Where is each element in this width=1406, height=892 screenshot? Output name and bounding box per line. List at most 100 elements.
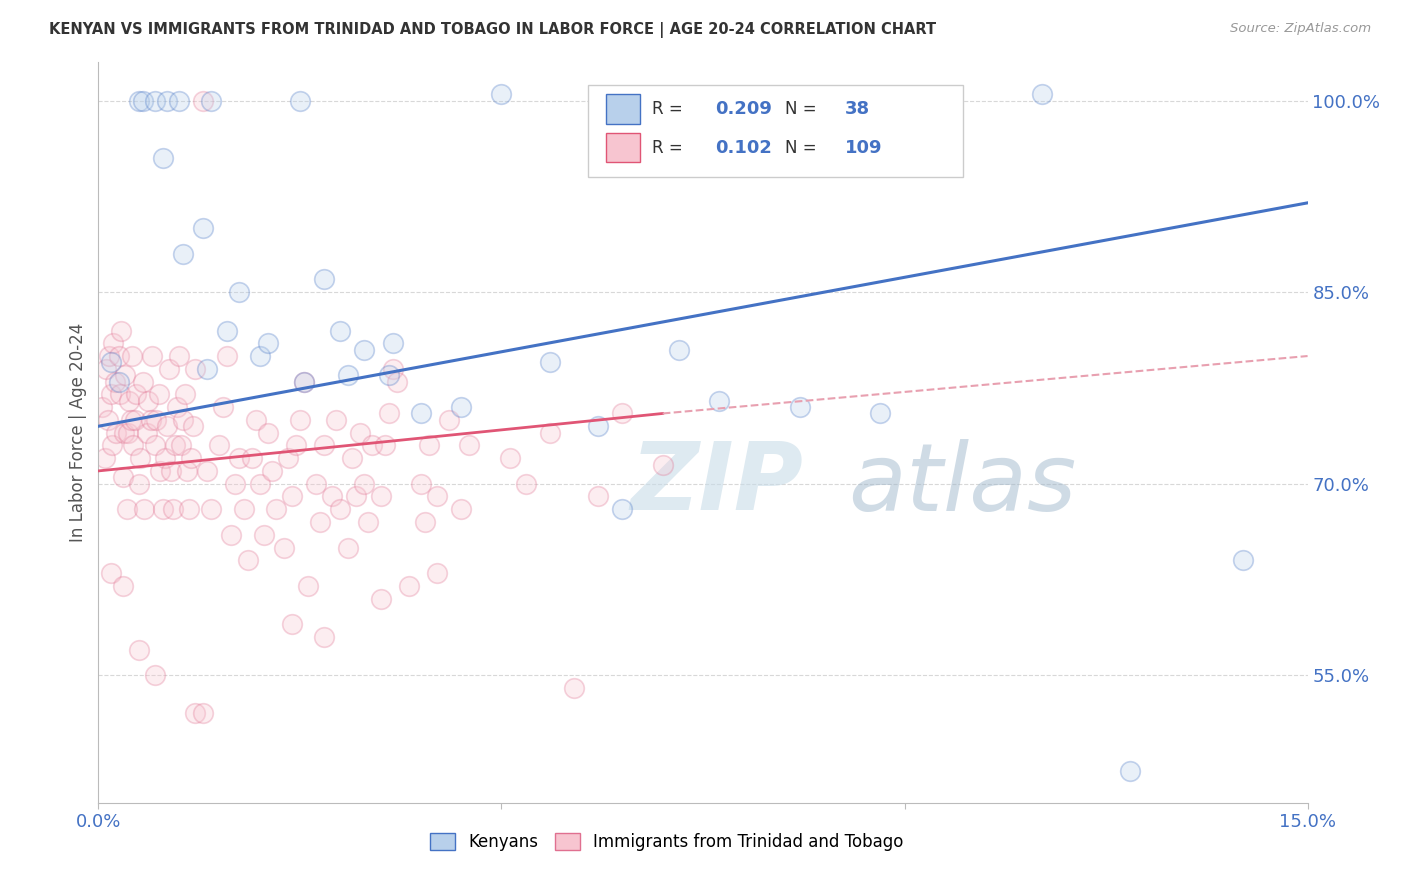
Point [370, 490, 392, 504]
Point [538, 355, 561, 369]
Point [515, 476, 537, 491]
Point [370, 591, 392, 606]
Point [789, 400, 811, 414]
Point [353, 343, 375, 357]
Point [128, 94, 150, 108]
Point [458, 438, 481, 452]
Point [96, 361, 118, 376]
Text: 38: 38 [845, 100, 869, 118]
Point [101, 336, 124, 351]
Point [361, 438, 384, 452]
Point [143, 94, 166, 108]
Point [129, 451, 152, 466]
Text: 0.209: 0.209 [716, 100, 772, 118]
Text: N =: N = [785, 138, 823, 157]
Point [134, 502, 156, 516]
Point [329, 502, 352, 516]
Point [135, 425, 157, 440]
Point [651, 458, 673, 472]
Point [910, 157, 932, 171]
Point [281, 490, 304, 504]
Point [292, 375, 315, 389]
Point [413, 515, 436, 529]
Point [124, 413, 146, 427]
Point [143, 438, 166, 452]
Text: N =: N = [785, 100, 823, 118]
Point [228, 451, 250, 466]
Point [200, 502, 222, 516]
Point [167, 349, 190, 363]
Point [224, 476, 246, 491]
Point [193, 94, 215, 108]
Point [193, 221, 215, 235]
FancyBboxPatch shape [588, 85, 963, 178]
Point [329, 324, 352, 338]
Point [166, 400, 188, 414]
Point [264, 502, 287, 516]
Point [377, 368, 399, 383]
Point [208, 438, 231, 452]
Point [232, 502, 254, 516]
Point [111, 579, 134, 593]
Point [418, 438, 440, 452]
Point [349, 425, 371, 440]
Point [176, 464, 198, 478]
Point [426, 566, 449, 580]
Point [538, 425, 561, 440]
Point [337, 368, 360, 383]
Text: atlas: atlas [848, 439, 1077, 530]
Point [314, 630, 336, 644]
Point [132, 375, 155, 389]
Point [143, 668, 166, 682]
Point [184, 706, 207, 721]
Point [117, 425, 139, 440]
Point [236, 553, 259, 567]
Point [612, 407, 634, 421]
Point [344, 490, 367, 504]
Point [273, 541, 295, 555]
Point [498, 451, 520, 466]
Point [173, 387, 195, 401]
Point [707, 393, 730, 408]
Point [668, 343, 690, 357]
Point [118, 393, 141, 408]
Point [381, 361, 404, 376]
Point [172, 413, 194, 427]
Point [149, 464, 172, 478]
Point [1119, 764, 1142, 778]
Point [305, 476, 328, 491]
Point [141, 349, 163, 363]
Point [491, 87, 513, 102]
Point [409, 476, 432, 491]
Point [107, 349, 129, 363]
Point [193, 706, 215, 721]
Point [284, 438, 307, 452]
Legend: Kenyans, Immigrants from Trinidad and Tobago: Kenyans, Immigrants from Trinidad and To… [423, 826, 910, 857]
Point [314, 272, 336, 286]
Point [139, 413, 162, 427]
Point [385, 375, 408, 389]
Point [212, 400, 235, 414]
Text: 0.102: 0.102 [716, 138, 772, 157]
Point [120, 413, 142, 427]
Point [374, 438, 396, 452]
Point [450, 502, 472, 516]
Point [228, 285, 250, 300]
Point [97, 349, 120, 363]
Point [153, 451, 176, 466]
Point [195, 464, 218, 478]
Point [128, 642, 150, 657]
Point [450, 400, 472, 414]
Point [260, 464, 283, 478]
Point [200, 94, 222, 108]
Point [160, 464, 183, 478]
Point [292, 375, 315, 389]
Point [288, 413, 311, 427]
Point [148, 387, 170, 401]
Point [91, 400, 114, 414]
Point [145, 413, 167, 427]
Point [152, 151, 174, 165]
Point [97, 413, 120, 427]
Point [107, 375, 129, 389]
Point [180, 451, 202, 466]
